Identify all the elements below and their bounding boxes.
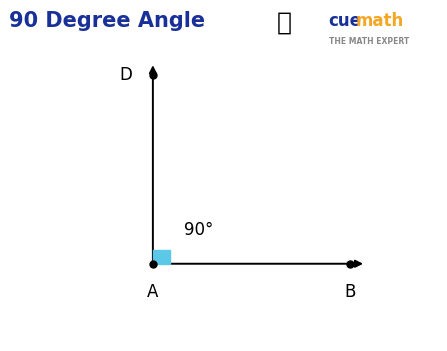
Text: B: B [345,283,356,301]
Text: THE MATH EXPERT: THE MATH EXPERT [329,37,409,46]
Text: D: D [119,66,132,84]
Text: 90 Degree Angle: 90 Degree Angle [9,11,205,31]
Bar [153,250,170,264]
Text: 90°: 90° [184,221,213,239]
Text: math: math [355,12,404,30]
Text: 🚀: 🚀 [277,11,292,34]
Text: cue: cue [329,12,362,30]
Text: A: A [147,283,159,301]
